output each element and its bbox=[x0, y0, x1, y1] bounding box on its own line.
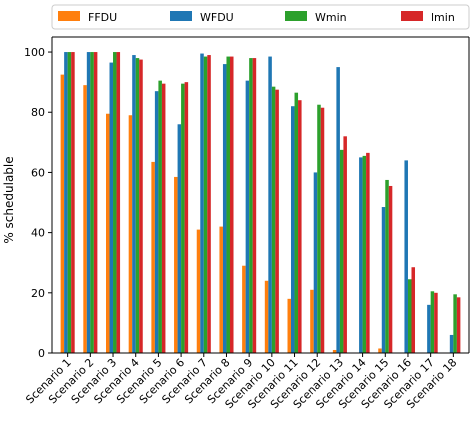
bar-wmin-4 bbox=[135, 58, 140, 353]
bar-lmin-11 bbox=[298, 100, 302, 353]
bar-lmin-12 bbox=[320, 107, 325, 353]
bar-lmin-10 bbox=[275, 89, 279, 354]
bar-ffdu-12 bbox=[310, 289, 314, 353]
legend-swatch-ffdu bbox=[58, 11, 80, 21]
bar-wmin-3 bbox=[113, 52, 117, 354]
bar-wmin-12 bbox=[317, 104, 321, 354]
bar-wfdu-8 bbox=[222, 64, 227, 353]
bar-wfdu-10 bbox=[268, 56, 272, 354]
legend-label-wmin: Wmin bbox=[315, 11, 347, 24]
bar-lmin-9 bbox=[252, 58, 257, 353]
bar-lmin-16 bbox=[411, 267, 416, 353]
legend-swatch-wmin bbox=[285, 11, 307, 21]
legend-box bbox=[51, 4, 470, 30]
bar-wfdu-15 bbox=[381, 207, 386, 353]
bar-wfdu-17 bbox=[427, 304, 431, 353]
bar-wmin-16 bbox=[407, 279, 412, 353]
y-tick-label: 20 bbox=[31, 287, 45, 300]
bar-wmin-9 bbox=[249, 58, 253, 353]
bar-ffdu-10 bbox=[264, 280, 269, 353]
bar-wmin-5 bbox=[158, 80, 162, 353]
bar-wfdu-4 bbox=[132, 55, 136, 354]
y-tick-label: 100 bbox=[24, 46, 45, 59]
legend-label-lmin: lmin bbox=[431, 11, 455, 24]
bar-lmin-3 bbox=[116, 52, 121, 354]
bar-lmin-2 bbox=[93, 52, 98, 354]
bar-ffdu-9 bbox=[242, 265, 246, 353]
bar-wfdu-13 bbox=[336, 67, 340, 353]
bar-ffdu-7 bbox=[196, 229, 201, 353]
bar-ffdu-15 bbox=[378, 348, 382, 353]
bar-wmin-2 bbox=[90, 52, 94, 354]
legend-label-ffdu: FFDU bbox=[88, 11, 117, 24]
bar-wmin-13 bbox=[339, 149, 344, 353]
bar-wmin-7 bbox=[203, 56, 208, 354]
bar-wfdu-18 bbox=[449, 334, 454, 353]
bar-lmin-1 bbox=[71, 52, 75, 354]
y-axis: 0 20 40 60 80 100 bbox=[24, 37, 53, 360]
legend-swatch-wfdu bbox=[170, 11, 192, 21]
bar-ffdu-3 bbox=[106, 113, 110, 354]
bar-wmin-15 bbox=[385, 179, 389, 353]
bar-wfdu-2 bbox=[86, 52, 91, 354]
bar-wfdu-11 bbox=[291, 106, 295, 353]
bar-wmin-17 bbox=[430, 291, 435, 353]
bar-lmin-17 bbox=[434, 292, 438, 353]
bar-wfdu-1 bbox=[64, 52, 68, 354]
bar-wfdu-9 bbox=[245, 80, 250, 353]
bar-wmin-8 bbox=[226, 56, 230, 354]
bar-wmin-14 bbox=[362, 155, 367, 353]
bar-lmin-5 bbox=[161, 83, 166, 354]
bar-wmin-6 bbox=[181, 83, 185, 354]
bar-wfdu-7 bbox=[200, 53, 204, 354]
bar-ffdu-5 bbox=[151, 161, 155, 353]
y-tick-label: 60 bbox=[31, 166, 45, 179]
bar-wfdu-3 bbox=[109, 62, 114, 353]
bar-lmin-15 bbox=[388, 185, 393, 353]
bar-ffdu-2 bbox=[83, 85, 87, 354]
bar-ffdu-6 bbox=[174, 176, 178, 353]
bar-ffdu-8 bbox=[219, 226, 223, 353]
bar-lmin-13 bbox=[343, 136, 347, 353]
bar-ffdu-13 bbox=[332, 349, 337, 353]
bar-wmin-11 bbox=[294, 92, 299, 354]
y-tick-label: 80 bbox=[31, 106, 45, 119]
bar-wmin-1 bbox=[67, 52, 72, 354]
bar-wfdu-5 bbox=[154, 91, 159, 354]
bar-wmin-10 bbox=[271, 86, 276, 353]
legend-swatch-lmin bbox=[401, 11, 423, 21]
bar-lmin-7 bbox=[207, 55, 211, 354]
y-axis-label: % schedulable bbox=[2, 156, 16, 243]
bar-wmin-18 bbox=[453, 294, 457, 353]
bar-wfdu-6 bbox=[177, 124, 182, 353]
legend: FFDU WFDU Wmin lmin bbox=[51, 4, 470, 30]
y-tick-label: 0 bbox=[38, 347, 45, 360]
bar-lmin-8 bbox=[229, 56, 234, 354]
bar-ffdu-4 bbox=[128, 115, 133, 353]
bar-lmin-14 bbox=[366, 152, 370, 353]
bar-ffdu-1 bbox=[60, 74, 65, 354]
y-tick-label: 40 bbox=[31, 227, 45, 240]
bar-ffdu-11 bbox=[287, 298, 292, 353]
bar-lmin-18 bbox=[456, 297, 461, 353]
bar-wfdu-14 bbox=[359, 157, 363, 353]
bars-group bbox=[60, 52, 461, 354]
bar-lmin-6 bbox=[184, 82, 189, 353]
bar-wfdu-16 bbox=[404, 160, 408, 353]
legend-label-wfdu: WFDU bbox=[200, 11, 234, 24]
bar-lmin-4 bbox=[139, 59, 143, 353]
bar-wfdu-12 bbox=[313, 172, 318, 353]
